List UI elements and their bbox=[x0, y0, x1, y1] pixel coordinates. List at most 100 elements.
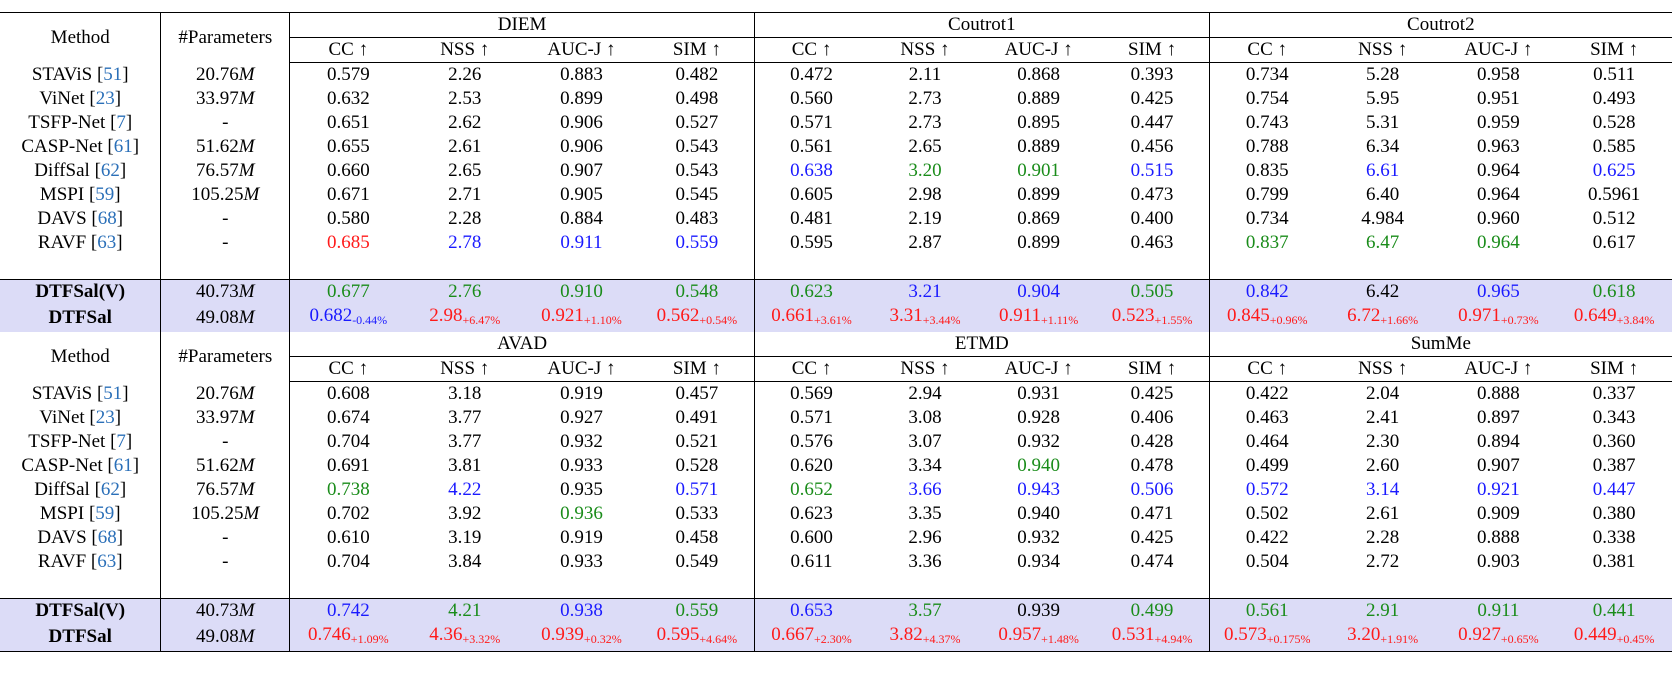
metric-value: 0.337 bbox=[1593, 383, 1636, 404]
metric-value: 0.661 bbox=[771, 305, 814, 326]
metric-value-cell: 2.87 bbox=[868, 231, 982, 255]
improvement-subscript: +4.37% bbox=[923, 632, 961, 646]
method-header: Method bbox=[0, 13, 161, 63]
metric-value: 3.07 bbox=[908, 431, 941, 452]
metric-value: 3.35 bbox=[908, 503, 941, 524]
dataset-header: DIEM bbox=[290, 13, 755, 38]
metric-value-cell: 0.422 bbox=[1209, 526, 1325, 550]
metric-value-cell: 2.94 bbox=[868, 382, 982, 407]
params-cell: - bbox=[161, 550, 290, 574]
metric-value-cell: 0.381 bbox=[1556, 550, 1672, 574]
improvement-subscript: -0.44% bbox=[352, 313, 387, 327]
metric-value: 2.87 bbox=[908, 232, 941, 253]
citation-ref: 61 bbox=[114, 136, 133, 157]
metric-value: 0.499 bbox=[1131, 600, 1174, 621]
metric-value: 0.943 bbox=[1017, 479, 1060, 500]
metric-value-cell: 0.338 bbox=[1556, 526, 1672, 550]
dataset-name: SumMe bbox=[1411, 333, 1471, 354]
metric-value-cell: 3.35 bbox=[868, 502, 982, 526]
improvement-subscript: +0.73% bbox=[1501, 313, 1539, 327]
metric-value-cell: 0.618 bbox=[1556, 280, 1672, 305]
method-cell: DTFSal(V) bbox=[0, 599, 161, 624]
params-header: #Parameters bbox=[161, 332, 290, 382]
metric-value: 0.576 bbox=[790, 431, 833, 452]
citation-ref: 68 bbox=[98, 527, 117, 548]
metric-value: 0.671 bbox=[327, 184, 370, 205]
metric-name: CC ↑ bbox=[792, 358, 832, 379]
metric-value: 2.30 bbox=[1366, 431, 1399, 452]
metric-value-cell: 0.549 bbox=[640, 550, 755, 574]
params-header-label: #Parameters bbox=[178, 346, 272, 367]
metric-value: 3.31 bbox=[889, 305, 922, 326]
metric-name: NSS ↑ bbox=[1358, 39, 1407, 60]
metric-value: 0.463 bbox=[1246, 407, 1289, 428]
metric-value-cell: 0.481 bbox=[754, 207, 868, 231]
metric-value-cell: 2.76 bbox=[406, 280, 523, 305]
params-cell: 49.08M bbox=[161, 623, 290, 652]
separator-cell bbox=[754, 574, 868, 599]
metric-value-cell: 0.595+4.64% bbox=[640, 623, 755, 652]
metric-value-cell: 0.799 bbox=[1209, 183, 1325, 207]
method-name: DTFSal(V) bbox=[35, 600, 125, 621]
metric-value-cell: 3.77 bbox=[406, 430, 523, 454]
metric-value: 2.62 bbox=[448, 112, 481, 133]
citation-ref: 63 bbox=[97, 551, 116, 572]
metric-value: 0.963 bbox=[1477, 136, 1520, 157]
method-cell: TSFP-Net [7] bbox=[0, 111, 161, 135]
metric-value-cell: 3.77 bbox=[406, 406, 523, 430]
metric-value-cell: 0.746+1.09% bbox=[290, 623, 407, 652]
metric-name: AUC-J ↑ bbox=[547, 358, 615, 379]
metric-value: 0.933 bbox=[560, 551, 603, 572]
metric-header: NSS ↑ bbox=[868, 357, 982, 382]
metric-value-cell: 2.61 bbox=[406, 135, 523, 159]
metric-value: 0.939 bbox=[541, 624, 584, 645]
metric-value: 0.549 bbox=[675, 551, 718, 572]
metric-value: 0.512 bbox=[1593, 208, 1636, 229]
citation-ref: 23 bbox=[96, 407, 115, 428]
metric-value-cell: 0.548 bbox=[640, 280, 755, 305]
metric-value: 0.895 bbox=[1017, 112, 1060, 133]
method-name: CASP-Net bbox=[21, 455, 102, 476]
metric-value-cell: 0.428 bbox=[1095, 430, 1209, 454]
metric-name: SIM ↑ bbox=[1590, 358, 1638, 379]
separator-cell bbox=[982, 255, 1096, 280]
metric-value: 0.471 bbox=[1131, 503, 1174, 524]
metric-value-cell: 0.899 bbox=[982, 183, 1096, 207]
metric-value-cell: 0.894 bbox=[1441, 430, 1557, 454]
metric-value-cell: 0.682-0.44% bbox=[290, 304, 407, 332]
metric-value: 2.61 bbox=[448, 136, 481, 157]
method-header-label: Method bbox=[51, 346, 110, 367]
metric-header: NSS ↑ bbox=[406, 357, 523, 382]
method-name: DAVS bbox=[37, 208, 86, 229]
metric-value-cell: 0.888 bbox=[1441, 526, 1557, 550]
metric-value-cell: 2.78 bbox=[406, 231, 523, 255]
metric-value: 0.573 bbox=[1224, 624, 1267, 645]
metric-value: 0.458 bbox=[675, 527, 718, 548]
metric-name: NSS ↑ bbox=[900, 39, 949, 60]
metric-value-cell: 0.611 bbox=[754, 550, 868, 574]
metric-value-cell: 0.543 bbox=[640, 159, 755, 183]
metric-value: 3.08 bbox=[908, 407, 941, 428]
method-header-label: Method bbox=[51, 27, 110, 48]
improvement-subscript: +3.84% bbox=[1617, 313, 1655, 327]
metric-value: 2.91 bbox=[1366, 600, 1399, 621]
metric-value: 0.425 bbox=[1131, 527, 1174, 548]
metric-value: 0.618 bbox=[1593, 281, 1636, 302]
metric-value: 0.704 bbox=[327, 431, 370, 452]
metric-value-cell: 0.456 bbox=[1095, 135, 1209, 159]
metric-name: NSS ↑ bbox=[900, 358, 949, 379]
separator-row bbox=[0, 574, 1672, 599]
dataset-header: Coutrot1 bbox=[754, 13, 1209, 38]
metric-value-cell: 0.620 bbox=[754, 454, 868, 478]
metric-header: CC ↑ bbox=[1209, 357, 1325, 382]
metric-value-cell: 0.585 bbox=[1556, 135, 1672, 159]
metric-value: 2.94 bbox=[908, 383, 941, 404]
metric-value-cell: 0.964 bbox=[1441, 231, 1557, 255]
params-value: 105.25 bbox=[191, 503, 243, 524]
metric-value: 0.649 bbox=[1574, 305, 1617, 326]
metric-value: 0.899 bbox=[1017, 184, 1060, 205]
method-cell: TSFP-Net [7] bbox=[0, 430, 161, 454]
metric-value: 5.28 bbox=[1366, 64, 1399, 85]
